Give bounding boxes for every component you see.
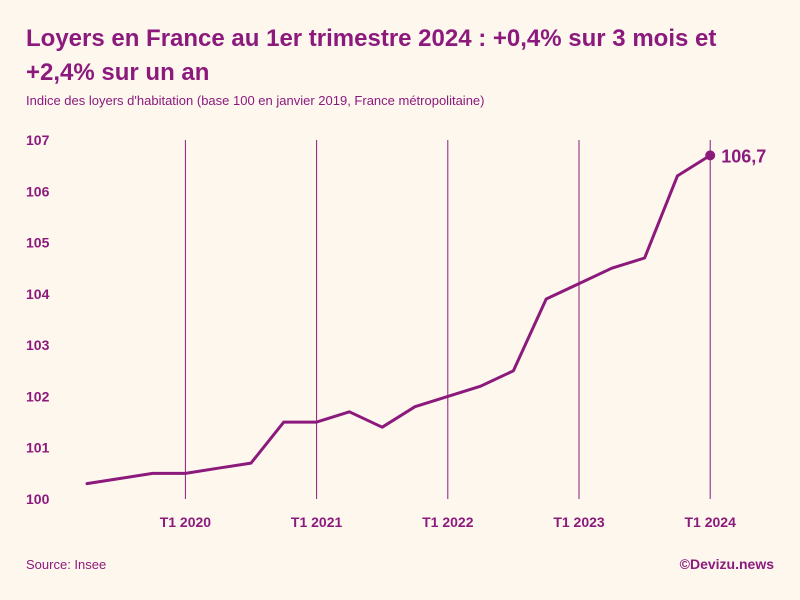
source-note: Source: Insee [26, 557, 107, 572]
y-tick-label: 104 [26, 286, 50, 302]
y-tick-label: 102 [26, 388, 50, 404]
y-tick-label: 103 [26, 337, 50, 353]
series [85, 150, 716, 486]
x-tick-label: T1 2024 [685, 514, 737, 530]
grid-lines [184, 140, 711, 499]
y-tick-label: 106 [26, 183, 50, 199]
x-tick-label: T1 2020 [160, 514, 212, 530]
x-tick-label: T1 2023 [553, 514, 605, 530]
y-tick-label: 107 [26, 132, 50, 148]
chart-subtitle: Indice des loyers d'habitation (base 100… [26, 93, 485, 108]
y-tick-label: 101 [26, 440, 50, 456]
y-tick-label: 100 [26, 491, 50, 507]
annotations: 106,7 [721, 146, 766, 166]
x-tick-label: T1 2022 [422, 514, 474, 530]
chart-title: Loyers en France au 1er trimestre 2024 :… [26, 25, 717, 86]
value-annotation: 106,7 [721, 146, 766, 166]
y-axis-ticks: 100 101 102 103 104 105 106 107 [26, 132, 50, 507]
series-line [85, 153, 712, 486]
last-value-marker [705, 150, 716, 161]
x-tick-label: T1 2021 [291, 514, 343, 530]
y-tick-label: 105 [26, 235, 50, 251]
credit-link[interactable]: ©Devizu.news [679, 556, 774, 572]
x-axis-ticks: T1 2020 T1 2021 T1 2022 T1 2023 T1 2024 [160, 514, 736, 530]
